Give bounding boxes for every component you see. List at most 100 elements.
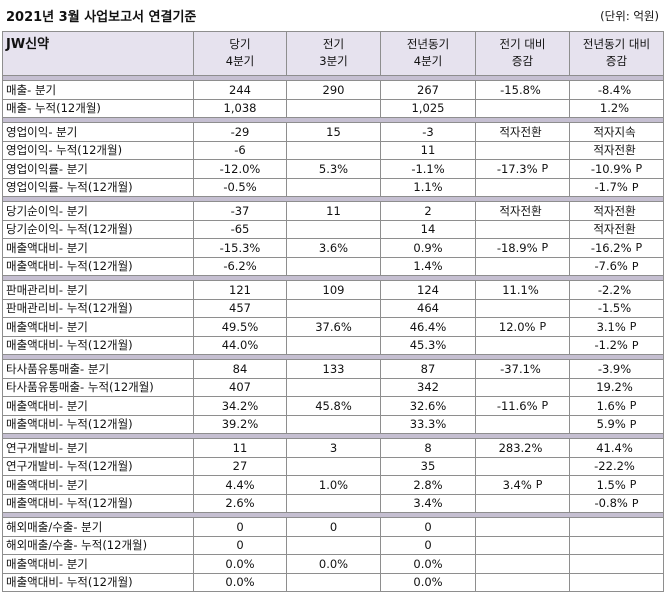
yoy-change-cell: -7.6% P: [569, 256, 664, 276]
qoq-change-value: -11.6%: [496, 398, 538, 413]
qoq-change-value: 3.4%: [502, 477, 532, 492]
previous-quarter-value: [286, 456, 381, 476]
yoy-quarter-value: 1.1%: [380, 177, 476, 197]
yoy-quarter-value: 0: [380, 535, 476, 555]
yoy-change-cell: 적자지속: [569, 122, 664, 142]
previous-quarter-value: 0.0%: [286, 554, 381, 574]
yoy-change-value: -22.2%: [594, 459, 635, 474]
yoy-change-box: -0.8% P: [573, 496, 660, 510]
separator-cell: [2, 275, 664, 281]
yoy-change-cell: 적자전환: [569, 201, 664, 221]
table-row: 판매관리비- 분기 121 109 124 11.1% -2.2%: [2, 280, 664, 300]
yoy-change-value: -0.8%: [594, 496, 628, 511]
row-label: 해외매출/수출- 분기: [2, 517, 194, 537]
table-row: 매출- 분기 244 290 267 -15.8% -8.4%: [2, 80, 664, 100]
yoy-change-box: -1.5%: [573, 301, 660, 315]
yoy-quarter-value: 33.3%: [380, 414, 476, 434]
header-row: JW신약 당기 4분기 전기 3분기 전년동기 4분기 전기 대비 증감 전년동기 대비…: [2, 31, 664, 76]
col-previous-quarter-line1: 전기: [322, 37, 345, 51]
previous-quarter-value: 133: [286, 359, 381, 379]
current-quarter-value: -15.3%: [193, 238, 287, 258]
previous-quarter-value: 3: [286, 438, 381, 458]
table-header: JW신약 당기 4분기 전기 3분기 전년동기 4분기 전기 대비 증감 전년동기 대비…: [2, 31, 664, 76]
previous-quarter-value: 45.8%: [286, 396, 381, 416]
qoq-change-box: -11.6% P: [479, 399, 566, 413]
previous-quarter-value: [286, 335, 381, 355]
qoq-change-box: 3.4% P: [479, 478, 566, 492]
current-quarter-value: 121: [193, 280, 287, 300]
current-quarter-value: 44.0%: [193, 335, 287, 355]
yoy-change-box: 41.4%: [573, 441, 660, 455]
yoy-change-cell: -22.2%: [569, 456, 664, 476]
yoy-change-cell: [569, 535, 664, 555]
yoy-change-value: -1.2%: [594, 338, 628, 353]
table-row: 영업이익- 분기 -29 15 -3 적자전환 적자지속: [2, 122, 664, 142]
row-label: 매출- 누적(12개월): [2, 98, 194, 118]
yoy-change-box: -2.2%: [573, 283, 660, 297]
yoy-change-value: 5.9%: [596, 417, 626, 432]
qoq-change-cell: [475, 493, 570, 513]
yoy-change-cell: [569, 554, 664, 574]
yoy-change-cell: -1.2% P: [569, 335, 664, 355]
qoq-change-cell: [475, 298, 570, 318]
yoy-change-value: -1.5%: [597, 301, 632, 316]
yoy-change-cell: -16.2% P: [569, 238, 664, 258]
row-label: 매출액대비- 분기: [2, 317, 194, 337]
yoy-quarter-value: 87: [380, 359, 476, 379]
table-row: 매출액대비- 누적(12개월) 44.0% 45.3% -1.2% P: [2, 335, 664, 355]
previous-quarter-value: [286, 493, 381, 513]
previous-quarter-value: [286, 256, 381, 276]
yoy-change-value: 3.1%: [596, 319, 626, 334]
current-quarter-value: 0.0%: [193, 554, 287, 574]
yoy-point-marker: P: [629, 320, 637, 334]
yoy-change-box: 적자지속: [573, 124, 660, 140]
yoy-point-marker: P: [631, 180, 639, 194]
current-quarter-value: -0.5%: [193, 177, 287, 197]
qoq-change-cell: 적자전환: [475, 122, 570, 142]
qoq-change-cell: [475, 335, 570, 355]
table-row: 해외매출/수출- 분기 0 0 0: [2, 517, 664, 537]
yoy-change-box: 적자전환: [573, 221, 660, 237]
col-qoq-change-header: 전기 대비 증감: [475, 31, 570, 76]
row-label: 타사품유통매출- 분기: [2, 359, 194, 379]
yoy-quarter-value: 464: [380, 298, 476, 318]
yoy-point-marker: P: [629, 478, 637, 492]
row-label: 영업이익- 분기: [2, 122, 194, 142]
qoq-change-cell: [475, 535, 570, 555]
qoq-change-box: -18.9% P: [479, 241, 566, 255]
yoy-quarter-value: 8: [380, 438, 476, 458]
separator-cell: [2, 75, 664, 81]
yoy-change-value: -3.9%: [597, 361, 632, 376]
row-label: 매출액대비- 누적(12개월): [2, 335, 194, 355]
current-quarter-value: 4.4%: [193, 475, 287, 495]
qoq-change-cell: [475, 517, 570, 537]
qoq-change-cell: 12.0% P: [475, 317, 570, 337]
separator-cell: [2, 512, 664, 518]
qoq-change-cell: 11.1%: [475, 280, 570, 300]
qoq-change-box: 적자전환: [479, 203, 566, 219]
separator-cell: [2, 196, 664, 202]
previous-quarter-value: 3.6%: [286, 238, 381, 258]
qoq-change-cell: -15.8%: [475, 80, 570, 100]
yoy-quarter-value: 32.6%: [380, 396, 476, 416]
yoy-quarter-value: 1,025: [380, 98, 476, 118]
qoq-change-cell: [475, 219, 570, 239]
qoq-change-cell: [475, 554, 570, 574]
current-quarter-value: 0: [193, 535, 287, 555]
yoy-change-value: -2.2%: [597, 282, 632, 297]
yoy-quarter-value: 46.4%: [380, 317, 476, 337]
yoy-quarter-value: 2.8%: [380, 475, 476, 495]
col-qoq-change-line2: 증감: [511, 54, 534, 68]
row-label: 매출액대비- 누적(12개월): [2, 572, 194, 592]
row-label: 영업이익률- 누적(12개월): [2, 177, 194, 197]
table-row: 해외매출/수출- 누적(12개월) 0 0: [2, 535, 664, 555]
row-label: 판매관리비- 누적(12개월): [2, 298, 194, 318]
yoy-quarter-value: 35: [380, 456, 476, 476]
col-yoy-quarter-line2: 4분기: [413, 54, 443, 68]
qoq-change-value: -18.9%: [496, 240, 538, 255]
yoy-change-value: 적자전환: [593, 222, 636, 237]
yoy-quarter-value: -3: [380, 122, 476, 142]
table-row: 영업이익률- 분기 -12.0% 5.3% -1.1% -17.3% P -10.9% P: [2, 159, 664, 179]
yoy-change-value: -1.7%: [594, 180, 628, 195]
table-row: 타사품유통매출- 누적(12개월) 407 342 19.2%: [2, 377, 664, 397]
